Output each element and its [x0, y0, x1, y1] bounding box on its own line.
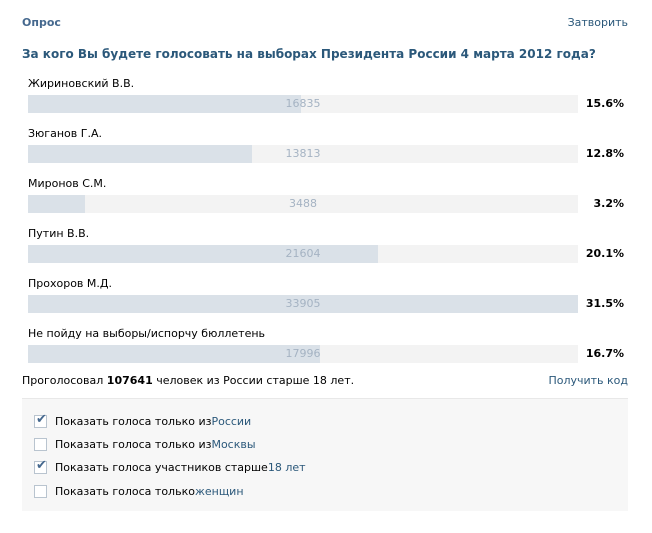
option-label: Миронов С.М. — [28, 177, 107, 190]
result-bar-fill — [28, 245, 379, 263]
filter-highlight-link[interactable]: 18 лет — [267, 460, 306, 474]
filter-text: Показать голоса только — [55, 484, 195, 498]
result-bar-fill — [28, 295, 578, 313]
result-bar-fill — [28, 95, 301, 113]
filter-text: Показать голоса только из — [55, 437, 212, 451]
filter-checkbox[interactable] — [34, 484, 47, 498]
vote-percent: 16.7% — [585, 347, 624, 360]
filter-option[interactable]: Показать голоса только женщин — [34, 483, 244, 499]
close-poll-link[interactable]: Затворить — [567, 16, 628, 29]
vote-count: 3488 — [289, 197, 317, 210]
poll-option[interactable]: Прохоров М.Д. 33905 31.5% — [28, 277, 628, 327]
poll-option[interactable]: Жириновский В.В. 16835 15.6% — [28, 77, 628, 127]
filters-panel: ✔ Показать голоса только из России Показат… — [22, 398, 628, 511]
option-label: Путин В.В. — [28, 227, 90, 240]
filter-checkbox[interactable]: ✔ — [34, 457, 47, 474]
total-votes: 107641 — [106, 374, 153, 387]
filter-text: Показать голоса только из — [55, 414, 212, 428]
vote-count: 16835 — [285, 97, 321, 110]
result-bar-fill — [28, 145, 252, 163]
vote-count: 13813 — [285, 147, 321, 160]
option-label: Жириновский В.В. — [28, 77, 135, 90]
poll-summary: Проголосовал 107641 человек из России ст… — [22, 374, 628, 390]
result-bar-fill — [28, 345, 321, 363]
filter-checkbox[interactable] — [34, 437, 47, 451]
vote-percent: 15.6% — [585, 97, 624, 110]
checkmark-icon: ✔ — [36, 457, 47, 473]
poll-option[interactable]: Не пойду на выборы/испорчу бюллетень 1799… — [28, 327, 628, 377]
result-bar-track: 33905 — [28, 295, 578, 313]
filter-checkbox[interactable]: ✔ — [34, 411, 47, 428]
vote-count: 33905 — [285, 297, 321, 310]
option-label: Зюганов Г.А. — [28, 127, 102, 140]
poll-option[interactable]: Путин В.В. 21604 20.1% — [28, 227, 628, 277]
poll-question: За кого Вы будете голосовать на выборах … — [22, 47, 596, 61]
filter-option[interactable]: ✔ Показать голоса только из России — [34, 413, 251, 429]
poll-option[interactable]: Миронов С.М. 3488 3.2% — [28, 177, 628, 227]
filter-highlight-link[interactable]: женщин — [194, 484, 244, 498]
poll-title: Опрос — [22, 16, 61, 29]
filter-option[interactable]: ✔ Показать голоса участников старше 18 ле… — [34, 459, 306, 475]
poll-option[interactable]: Зюганов Г.А. 13813 12.8% — [28, 127, 628, 177]
result-bar-track: 13813 — [28, 145, 578, 163]
summary-suffix: человек из России старше 18 лет. — [152, 374, 355, 387]
result-bar-track: 21604 — [28, 245, 578, 263]
result-bar-track: 17996 — [28, 345, 578, 363]
option-label: Прохоров М.Д. — [28, 277, 112, 290]
poll-header: Опрос Затворить — [22, 16, 628, 32]
summary-prefix: Проголосовал — [22, 374, 107, 387]
result-bar-track: 16835 — [28, 95, 578, 113]
summary-text: Проголосовал 107641 человек из России ст… — [22, 374, 354, 387]
filter-text: Показать голоса участников старше — [55, 460, 268, 474]
poll-options: Жириновский В.В. 16835 15.6% Зюганов Г.А. 13… — [28, 77, 628, 377]
vote-percent: 3.2% — [593, 197, 624, 210]
vote-count: 17996 — [285, 347, 321, 360]
vote-count: 21604 — [285, 247, 321, 260]
vote-percent: 12.8% — [585, 147, 624, 160]
result-bar-track: 3488 — [28, 195, 578, 213]
checkmark-icon: ✔ — [36, 411, 47, 427]
get-code-link[interactable]: Получить код — [548, 374, 628, 387]
vote-percent: 20.1% — [585, 247, 624, 260]
vote-percent: 31.5% — [585, 297, 624, 310]
option-label: Не пойду на выборы/испорчу бюллетень — [28, 327, 266, 340]
filter-highlight-link[interactable]: России — [211, 414, 252, 428]
filter-option[interactable]: Показать голоса только из Москвы — [34, 436, 256, 452]
result-bar-fill — [28, 195, 85, 213]
filter-highlight-link[interactable]: Москвы — [211, 437, 256, 451]
